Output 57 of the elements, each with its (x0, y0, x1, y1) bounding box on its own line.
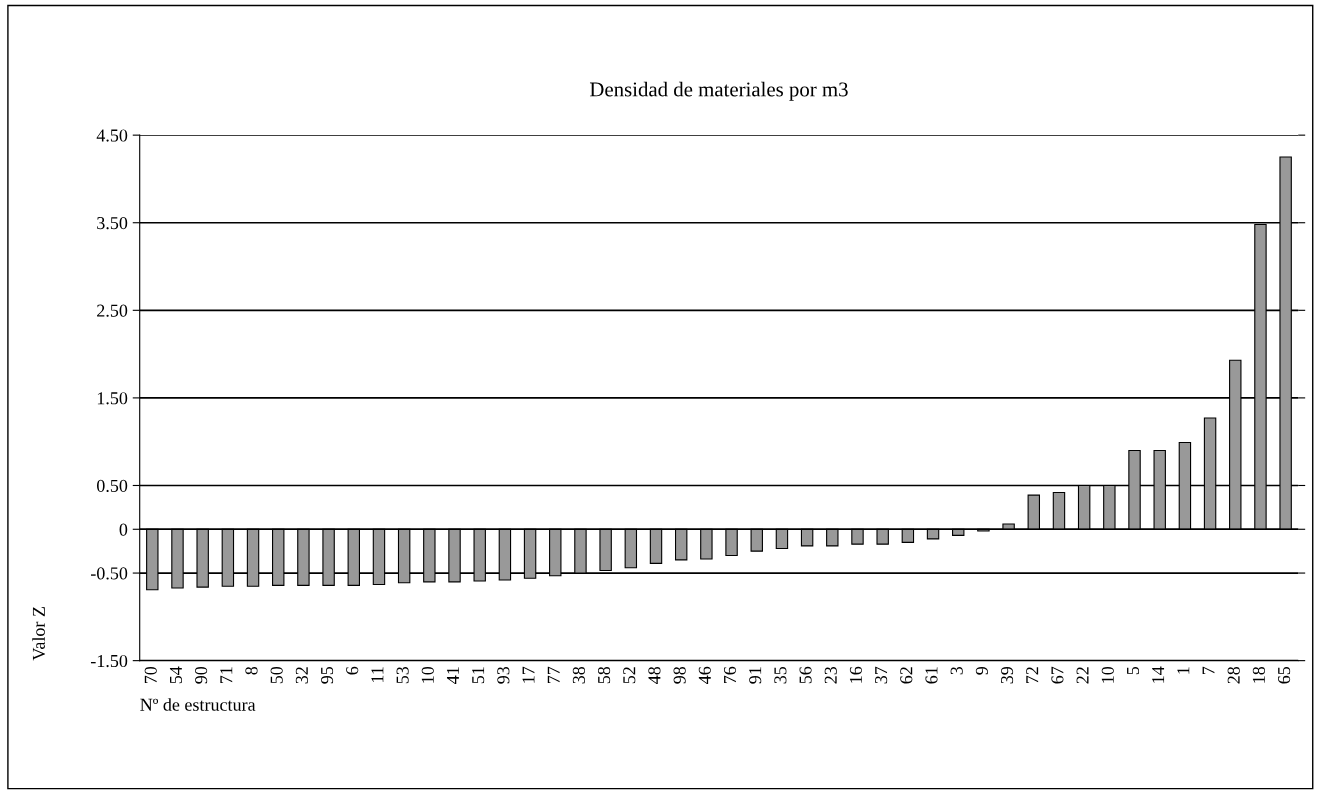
x-tick-label: 3 (950, 666, 963, 675)
x-tick-label: 9 (975, 666, 988, 675)
x-axis-title: Nº de estructura (140, 698, 256, 711)
y-tick-label: 0.50 (96, 479, 128, 492)
x-tick-label: 8 (245, 666, 258, 675)
x-tick-label: 62 (900, 667, 913, 684)
x-tick-label: 51 (472, 667, 485, 684)
x-tick-label: 52 (623, 667, 636, 684)
x-tick-label: 16 (849, 666, 863, 683)
x-tick-label: 91 (749, 667, 762, 684)
x-tick-label: 10 (421, 666, 434, 683)
x-tick-label: 28 (1227, 666, 1240, 684)
y-tick-label: 1.50 (97, 392, 128, 405)
x-tick-label: 5 (1127, 666, 1140, 675)
x-tick-label: 39 (1000, 666, 1014, 684)
x-tick-label: 18 (1252, 666, 1265, 683)
y-tick-label: -1.50 (90, 654, 128, 668)
x-tick-label: 72 (1026, 667, 1039, 684)
x-tick-label: 37 (875, 666, 888, 684)
x-tick-label: 35 (774, 666, 787, 684)
x-tick-label: 58 (597, 666, 611, 684)
x-tick-label: 90 (195, 666, 208, 684)
x-tick-label: 46 (698, 666, 711, 684)
x-tick-label: 38 (572, 666, 585, 684)
x-tick-label: 17 (522, 666, 535, 683)
x-tick-label: 65 (1278, 666, 1291, 684)
x-tick-label: 77 (547, 666, 560, 684)
x-tick-label: 98 (673, 666, 686, 684)
x-tick-label: 22 (1076, 667, 1089, 684)
x-tick-label: 23 (824, 666, 837, 684)
x-tick-label: 54 (169, 666, 183, 684)
x-tick-label: 67 (1051, 666, 1064, 684)
x-tick-label: 50 (270, 666, 283, 684)
y-axis-title: Valor Z (32, 606, 46, 661)
x-tick-label: 93 (497, 666, 510, 684)
y-tick-label: 2.50 (97, 304, 128, 317)
x-tick-label: 70 (144, 666, 157, 684)
x-tick-label: 71 (220, 667, 233, 684)
chart-title: Densidad de materiales por m3 (589, 81, 848, 101)
y-tick-label: -0.50 (90, 567, 128, 580)
x-tick-label: 95 (320, 666, 334, 684)
x-tick-label: 53 (396, 666, 409, 684)
x-tick-label: 14 (1152, 666, 1165, 683)
x-tick-label: 11 (371, 667, 384, 682)
x-tick-label: 76 (723, 666, 737, 684)
y-tick-label: 3.50 (97, 216, 128, 230)
x-tick-label: 61 (925, 667, 938, 684)
x-tick-label: 32 (295, 667, 308, 684)
x-tick-label: 56 (799, 666, 812, 684)
x-tick-label: 41 (446, 667, 459, 684)
x-tick-label: 6 (346, 666, 359, 675)
x-tick-label: 48 (648, 666, 661, 684)
y-tick-label: 4.50 (96, 129, 128, 142)
y-tick-label: 0 (119, 523, 128, 536)
x-tick-label: 10 (1101, 666, 1114, 683)
x-tick-label: 7 (1202, 666, 1215, 675)
x-tick-label: 1 (1177, 667, 1190, 674)
